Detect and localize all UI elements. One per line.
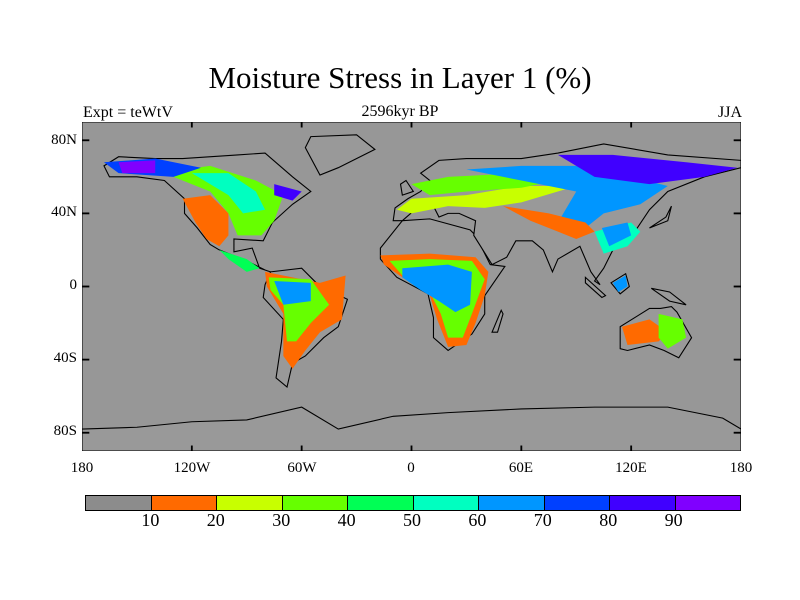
colorbar-label: 60 [468,510,487,530]
colorbar-label: 40 [337,510,356,530]
lat-label-eq: 0 [69,277,78,293]
world-map [82,122,741,451]
lat-label-40s: 40S [53,350,77,366]
colorbar-swatch [544,496,610,510]
lat-label-80n: 80N [51,132,77,148]
plot-title: Moisture Stress in Layer 1 (%) [208,60,592,95]
colorbar-swatch [217,496,283,510]
colorbar [85,495,741,511]
colorbar-swatch [86,496,152,510]
lon-label-60w: 60W [287,460,317,476]
colorbar-swatch [413,496,479,510]
axis-ticks [82,122,741,451]
colorbar-label: 50 [403,510,421,530]
colorbar-swatch [479,496,545,510]
colorbar-swatch [348,496,414,510]
greenland [304,134,376,176]
antarctica [82,406,741,451]
colorbar-label: 80 [599,510,618,530]
lon-label-180e: 180 [729,460,753,476]
colorbar-label: 90 [664,510,683,530]
new-guinea [650,287,687,306]
colorbar-label: 20 [206,510,225,530]
season-label: JJA [717,104,742,121]
lat-label-80s: 80S [53,423,77,439]
colorbar-label: 10 [141,510,160,530]
lat-label-40n: 40N [51,204,77,220]
colorbar-swatch [151,496,217,510]
japan [649,205,672,229]
experiment-label: Expt = teWtV [83,104,173,121]
time-label: 2596kyr BP [361,103,439,120]
lon-label-60e: 60E [508,460,534,476]
colorbar-label: 30 [272,510,291,530]
lon-label-120w: 120W [173,460,211,476]
moisture-stress-fill [103,154,738,369]
colorbar-label: 70 [533,510,552,530]
sumatra [584,276,607,299]
lon-label-120e: 120E [615,460,647,476]
lon-label-180w: 180 [70,460,94,476]
colorbar-swatch [282,496,348,510]
madagascar [491,308,504,333]
uk [399,179,415,196]
colorbar-swatch [675,496,740,510]
lon-label-0: 0 [407,460,415,476]
colorbar-swatch [610,496,676,510]
